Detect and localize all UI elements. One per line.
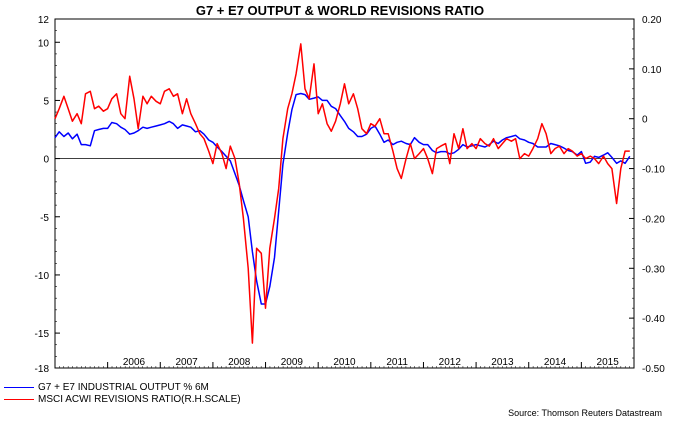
chart-title: G7 + E7 OUTPUT & WORLD REVISIONS RATIO [195, 3, 485, 18]
source-note: Source: Thomson Reuters Datastream [508, 408, 662, 418]
left-tick-label: 12 [38, 15, 50, 26]
series-line-revisions-ratio [54, 43, 630, 344]
legend: G7 + E7 INDUSTRIAL OUTPUT % 6M MSCI ACWI… [4, 381, 241, 405]
legend-label-revisions: MSCI ACWI REVISIONS RATIO(R.H.SCALE) [38, 393, 241, 405]
x-tick-label: 2008 [228, 357, 251, 368]
right-tick-label: 0.20 [642, 15, 662, 26]
left-tick-label: -18 [35, 364, 50, 375]
right-tick-label: -0.50 [642, 364, 665, 375]
x-tick-label: 2011 [386, 357, 408, 368]
legend-line-red [4, 398, 34, 400]
legend-item-revisions: MSCI ACWI REVISIONS RATIO(R.H.SCALE) [4, 393, 241, 405]
left-tick-label: 10 [38, 38, 50, 49]
left-tick-label: -15 [35, 329, 50, 340]
legend-line-blue [4, 386, 34, 388]
right-tick-label: 0.10 [642, 65, 662, 76]
left-tick-label: -5 [40, 213, 49, 224]
right-tick-label: -0.10 [642, 165, 665, 176]
left-tick-label: 0 [43, 155, 49, 166]
right-tick-label: -0.20 [642, 214, 665, 225]
x-tick-label: 2007 [175, 357, 198, 368]
right-tick-label: 0 [642, 115, 648, 126]
x-tick-label: 2013 [491, 357, 514, 368]
legend-label-output: G7 + E7 INDUSTRIAL OUTPUT % 6M [38, 381, 209, 393]
series-line-industrial-output [54, 92, 631, 305]
right-tick-label: -0.40 [642, 314, 665, 325]
x-tick-label: 2009 [281, 357, 304, 368]
left-tick-label: 5 [43, 96, 49, 107]
x-tick-label: 2012 [439, 357, 462, 368]
x-tick-label: 2006 [123, 357, 146, 368]
left-tick-label: -10 [35, 271, 50, 282]
plot-frame [54, 18, 635, 369]
x-tick-label: 2015 [597, 357, 620, 368]
x-tick-label: 2014 [544, 357, 567, 368]
right-tick-label: -0.30 [642, 264, 665, 275]
legend-item-output: G7 + E7 INDUSTRIAL OUTPUT % 6M [4, 381, 241, 393]
x-tick-label: 2010 [333, 357, 356, 368]
